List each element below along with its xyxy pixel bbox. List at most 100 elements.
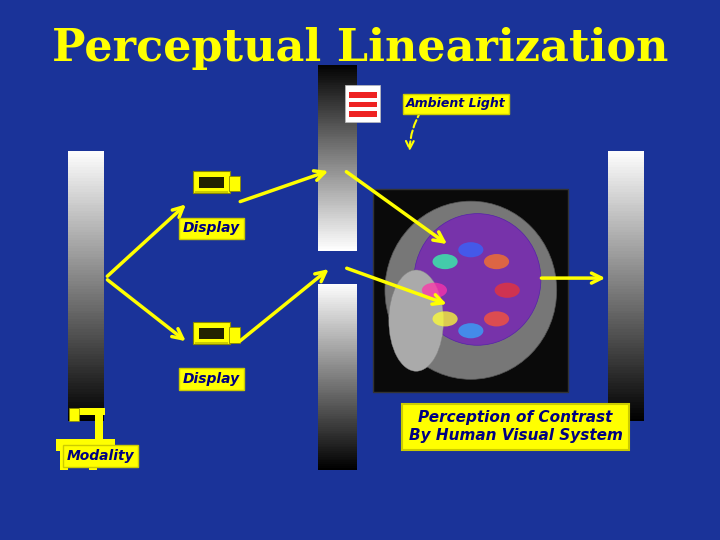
Bar	[68, 200, 104, 202]
Bar	[68, 343, 104, 346]
Bar	[68, 211, 104, 213]
Bar	[608, 248, 644, 251]
Bar	[68, 359, 104, 362]
Bar	[318, 394, 356, 395]
Bar	[318, 287, 356, 289]
Bar	[318, 420, 356, 421]
Bar	[318, 173, 356, 175]
Bar	[608, 335, 644, 338]
Bar	[68, 213, 104, 216]
Bar	[318, 369, 356, 371]
Bar	[318, 412, 356, 414]
Bar	[318, 300, 356, 302]
Bar	[608, 284, 644, 286]
Bar	[318, 429, 356, 431]
Ellipse shape	[414, 214, 541, 345]
Bar	[68, 338, 104, 340]
Bar	[318, 182, 356, 184]
Bar	[608, 173, 644, 176]
Bar	[68, 189, 104, 192]
Bar	[608, 394, 644, 397]
Ellipse shape	[433, 254, 458, 269]
Bar	[68, 165, 104, 167]
Bar	[318, 154, 356, 156]
Bar	[318, 244, 356, 246]
Bar	[68, 300, 104, 302]
Bar	[68, 324, 104, 327]
Bar	[68, 251, 104, 254]
Bar	[68, 208, 104, 211]
Bar	[608, 354, 644, 356]
Bar	[318, 397, 356, 399]
Bar	[318, 115, 356, 117]
Ellipse shape	[495, 283, 520, 298]
Bar	[318, 309, 356, 312]
Bar	[608, 243, 644, 246]
Bar	[318, 80, 356, 82]
Bar	[346, 85, 380, 122]
Bar	[318, 184, 356, 186]
Bar	[68, 230, 104, 232]
Bar	[318, 89, 356, 91]
FancyBboxPatch shape	[192, 322, 230, 344]
Bar	[68, 151, 104, 154]
Bar	[318, 171, 356, 173]
Bar	[318, 407, 356, 408]
Bar	[68, 238, 104, 240]
Bar	[68, 246, 104, 248]
Bar	[318, 367, 356, 369]
Bar	[318, 315, 356, 317]
Bar	[318, 124, 356, 126]
Bar	[68, 194, 104, 197]
Bar	[318, 390, 356, 392]
Bar	[318, 76, 356, 78]
Bar	[318, 66, 356, 69]
Bar	[318, 322, 356, 325]
Bar	[608, 289, 644, 292]
Bar	[608, 165, 644, 167]
Bar	[78, 408, 105, 415]
Bar	[318, 238, 356, 240]
Bar	[68, 278, 104, 281]
Bar	[608, 381, 644, 383]
Bar	[68, 340, 104, 343]
Bar	[68, 332, 104, 335]
Bar	[68, 181, 104, 184]
Bar	[608, 364, 644, 367]
Bar	[318, 232, 356, 234]
Bar	[318, 440, 356, 442]
Bar	[318, 358, 356, 360]
Bar	[318, 65, 356, 66]
Bar	[68, 270, 104, 273]
Bar	[608, 378, 644, 381]
Bar	[318, 285, 356, 287]
Bar	[68, 184, 104, 186]
Bar	[68, 262, 104, 265]
Bar	[318, 229, 356, 231]
Bar	[68, 316, 104, 319]
Bar	[318, 83, 356, 85]
Bar	[608, 275, 644, 278]
Bar	[608, 346, 644, 348]
Bar	[68, 405, 104, 408]
Bar	[318, 423, 356, 425]
Bar	[68, 362, 104, 364]
Bar	[608, 313, 644, 316]
Bar	[318, 247, 356, 249]
Bar	[318, 128, 356, 130]
Bar	[608, 176, 644, 178]
Bar	[318, 158, 356, 160]
Bar	[68, 383, 104, 386]
Bar	[68, 364, 104, 367]
Ellipse shape	[458, 242, 483, 258]
Bar	[318, 231, 356, 232]
Bar	[608, 300, 644, 302]
Bar	[608, 192, 644, 194]
Bar	[318, 195, 356, 197]
Bar	[608, 154, 644, 157]
Bar	[318, 156, 356, 158]
Bar	[229, 176, 240, 191]
Bar	[608, 181, 644, 184]
Bar	[68, 170, 104, 173]
Bar	[68, 418, 104, 421]
